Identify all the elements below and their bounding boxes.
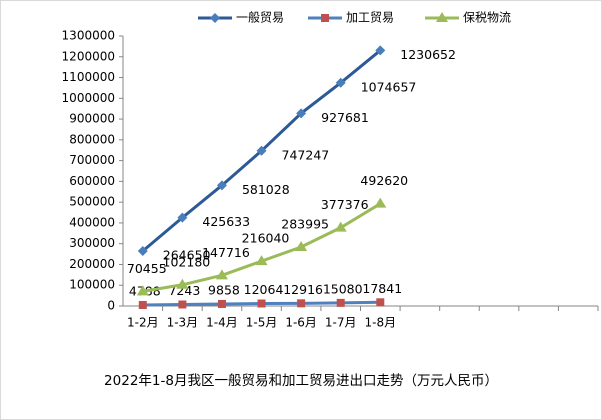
data-label: 15080 [323, 281, 363, 296]
x-tick-label: 1-5月 [246, 316, 278, 330]
data-point [376, 298, 385, 307]
data-label: 492620 [360, 173, 408, 188]
data-label: 9858 [208, 282, 240, 297]
y-tick-label: 300000 [69, 236, 115, 250]
data-point [334, 221, 347, 232]
data-label: 147716 [202, 245, 250, 260]
data-point [216, 180, 227, 191]
data-point [178, 300, 187, 309]
y-tick-label: 0 [107, 299, 115, 313]
data-point [176, 278, 189, 289]
data-point [335, 77, 346, 88]
data-label: 377376 [321, 197, 369, 212]
x-tick-label: 1-6月 [285, 316, 317, 330]
y-tick-label: 400000 [69, 215, 115, 229]
x-tick-label: 1-8月 [364, 316, 396, 330]
data-point [177, 212, 188, 223]
legend-marker [321, 14, 329, 22]
data-label: 1074657 [361, 79, 417, 94]
data-point [296, 108, 307, 119]
data-point [256, 145, 267, 156]
data-label: 1230652 [400, 47, 456, 62]
legend-label: 一般贸易 [236, 10, 284, 25]
data-point [336, 298, 345, 307]
data-point [255, 255, 268, 266]
data-point [217, 299, 226, 308]
y-tick-label: 1300000 [62, 29, 115, 43]
data-point [374, 197, 387, 208]
y-tick-label: 700000 [69, 153, 115, 167]
y-tick-label: 900000 [69, 112, 115, 126]
legend-marker [436, 12, 448, 22]
x-tick-label: 1-2月 [127, 316, 159, 330]
y-tick-label: 600000 [69, 174, 115, 188]
legend-label: 保税物流 [463, 11, 511, 25]
chart-title: 2022年1-8月我区一般贸易和加工贸易进出口走势（万元人民币） [104, 373, 498, 389]
y-tick-label: 800000 [69, 132, 115, 146]
data-label: 581028 [242, 182, 290, 197]
x-tick-label: 1-3月 [167, 316, 199, 330]
y-tick-label: 1000000 [62, 91, 115, 105]
data-point [297, 299, 306, 308]
data-point [136, 285, 149, 296]
legend-marker [210, 13, 220, 23]
data-label: 102180 [163, 254, 211, 269]
data-label: 283995 [281, 217, 329, 232]
legend-label: 加工贸易 [346, 11, 394, 25]
y-tick-label: 500000 [69, 195, 115, 209]
data-label: 425633 [202, 214, 250, 229]
y-tick-label: 200000 [69, 257, 115, 271]
x-tick-label: 1-4月 [206, 316, 238, 330]
data-point [375, 45, 386, 56]
data-point [138, 301, 147, 310]
data-label: 70455 [127, 261, 167, 276]
data-point [295, 241, 308, 252]
data-label: 17841 [362, 281, 402, 296]
y-tick-label: 1200000 [62, 49, 115, 63]
data-point [257, 299, 266, 308]
data-point [215, 269, 228, 280]
data-label: 927681 [321, 110, 369, 125]
y-tick-label: 1100000 [62, 70, 115, 84]
data-label: 12064 [244, 282, 284, 297]
data-label: 264650 [163, 248, 211, 263]
data-point [137, 246, 148, 257]
x-tick-label: 1-7月 [325, 316, 357, 330]
y-tick-label: 100000 [69, 278, 115, 292]
data-label: 216040 [242, 231, 290, 246]
data-label: 747247 [282, 147, 330, 162]
data-label: 12916 [283, 282, 323, 297]
